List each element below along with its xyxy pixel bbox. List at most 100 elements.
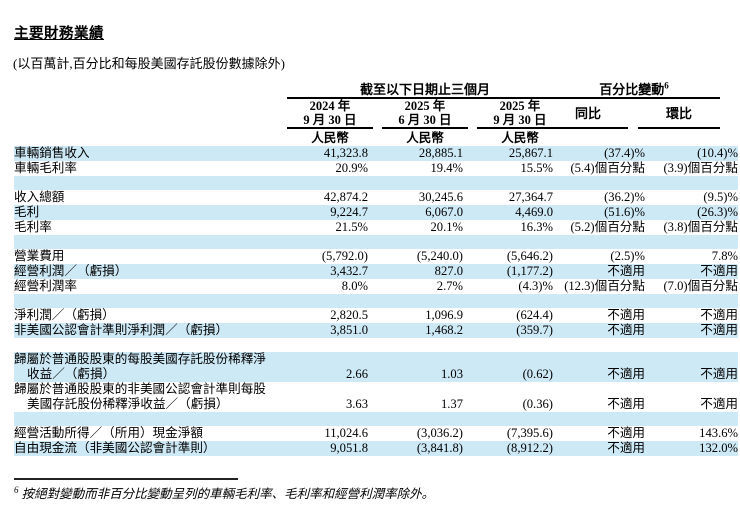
row-label-line1: 自由現金流（非美國公認會計準則）	[14, 441, 216, 455]
col2-currency-label: 人民幣	[406, 131, 444, 145]
row-label-line1: 歸屬於普通股股東的每股美國存託股份稀釋淨	[14, 352, 266, 366]
row-label: 毛利	[14, 205, 287, 220]
row-label-line1: 毛利率	[14, 220, 52, 234]
group1-underline	[287, 97, 563, 99]
value-qoq: (7.0)個百分點	[663, 279, 738, 293]
value-2024-09-30: 41,323.8	[323, 146, 368, 160]
value-2025-09-30: (7,395.6)	[506, 426, 553, 440]
col2-underline	[382, 127, 468, 129]
value-yoy: 不適用	[607, 397, 645, 411]
value-2025-06-30: (3,841.8)	[416, 441, 463, 455]
value-2024-09-30: 42,874.2	[323, 190, 368, 204]
row-label: 淨利潤／（虧損）	[14, 308, 287, 323]
value-2024-09-30: 8.0%	[341, 279, 368, 293]
value-2025-06-30: 1.37	[440, 397, 463, 411]
table-row: 非美國公認會計準則淨利潤／（虧損） 3,851.0 1,468.2 (359.7…	[14, 323, 738, 338]
value-2024-09-30: 3,432.7	[330, 264, 368, 278]
col4-underline	[548, 127, 628, 129]
value-yoy: (5.2)個百分點	[570, 220, 645, 234]
value-qoq: (9.5)%	[703, 190, 738, 204]
footnote-marker: 6	[14, 484, 19, 495]
value-qoq: 7.8%	[711, 249, 738, 263]
value-qoq: 不適用	[700, 323, 738, 337]
value-yoy: (2.5)%	[610, 249, 645, 263]
row-label-line1: 毛利	[14, 205, 40, 219]
value-2024-09-30: (5,792.0)	[321, 249, 368, 263]
value-2025-09-30: 4,469.0	[515, 205, 553, 219]
table-row: 歸屬於普通股股東的非美國公認會計準則每股 美國存託股份稀釋淨收益／（虧損） 3.…	[14, 382, 738, 412]
value-qoq: 不適用	[700, 308, 738, 322]
table-spacer-row	[14, 338, 738, 352]
value-2024-09-30: 3.63	[345, 397, 368, 411]
value-qoq: (10.4)%	[697, 146, 738, 160]
table-body: 車輛銷售收入 41,323.8 28,885.1 25,867.1 (37.4)…	[14, 146, 738, 456]
footnote-divider	[14, 478, 238, 480]
value-2025-09-30: (8,912.2)	[506, 441, 553, 455]
row-label-line1: 淨利潤／（虧損）	[14, 308, 115, 322]
column-header-2025-06-30: 2025 年 6 月 30 日	[382, 99, 468, 127]
table-spacer-row	[14, 412, 738, 426]
value-yoy: (36.2)%	[604, 190, 645, 204]
table-row: 經營活動所得／（所用）現金淨額 11,024.6 (3,036.2) (7,39…	[14, 426, 738, 441]
percent-change-label: 百分比變動	[599, 82, 665, 97]
value-2025-06-30: 20.1%	[430, 220, 463, 234]
table-row: 營業費用 (5,792.0) (5,240.0) (5,646.2) (2.5)…	[14, 249, 738, 264]
value-yoy: 不適用	[607, 323, 645, 337]
column-header-2025-09-30: 2025 年 9 月 30 日	[477, 99, 563, 127]
value-qoq: 不適用	[700, 264, 738, 278]
value-2024-09-30: 3,851.0	[330, 323, 368, 337]
row-label-line1: 營業費用	[14, 249, 65, 263]
row-label-line1: 經營利潤／（虧損）	[14, 264, 128, 278]
col1-year: 2024 年	[309, 99, 351, 113]
table-row: 收入總額 42,874.2 30,245.6 27,364.7 (36.2)% …	[14, 190, 738, 205]
row-label-line1: 經營活動所得／（所用）現金淨額	[14, 426, 203, 440]
value-2024-09-30: 11,024.6	[324, 426, 368, 440]
row-label: 車輛毛利率	[14, 161, 287, 176]
value-2025-06-30: 2.7%	[436, 279, 463, 293]
value-2025-09-30: (624.4)	[516, 308, 553, 322]
value-yoy: (37.4)%	[604, 146, 645, 160]
row-label-line1: 經營利潤率	[14, 279, 77, 293]
table-spacer-row	[14, 176, 738, 190]
value-yoy: 不適用	[607, 426, 645, 440]
value-yoy: 不適用	[607, 264, 645, 278]
col3-underline	[477, 127, 563, 129]
value-2025-09-30: 27,364.7	[508, 190, 553, 204]
value-2024-09-30: 21.5%	[335, 220, 368, 234]
value-2025-06-30: (5,240.0)	[416, 249, 463, 263]
table-row: 經營利潤率 8.0% 2.7% (4.3)% (12.3)個百分點 (7.0)個…	[14, 279, 738, 294]
value-2025-09-30: 16.3%	[520, 220, 553, 234]
value-qoq: 143.6%	[699, 426, 738, 440]
row-label: 營業費用	[14, 249, 287, 264]
footnote-ref-6: 6	[664, 80, 669, 91]
value-2025-09-30: 15.5%	[520, 161, 553, 175]
table-row: 自由現金流（非美國公認會計準則） 9,051.8 (3,841.8) (8,91…	[14, 441, 738, 456]
header-group-percent-change: 百分比變動6	[548, 80, 720, 97]
group2-underline	[548, 97, 720, 99]
row-label: 車輛銷售收入	[14, 146, 287, 161]
value-2025-06-30: 1,096.9	[425, 308, 463, 322]
col1-currency-label: 人民幣	[311, 131, 349, 145]
row-label-line1: 車輛銷售收入	[14, 146, 90, 160]
row-label: 歸屬於普通股股東的每股美國存託股份稀釋淨 收益／（虧損）	[14, 352, 287, 382]
value-2024-09-30: 9,224.7	[330, 205, 368, 219]
value-2025-09-30: 25,867.1	[508, 146, 553, 160]
page-title: 主要財務業績	[14, 26, 104, 42]
row-label-line1: 收入總額	[14, 190, 65, 204]
value-yoy: 不適用	[607, 367, 645, 381]
value-2025-09-30: (359.7)	[516, 323, 553, 337]
col1-date: 9 月 30 日	[303, 112, 357, 127]
value-2025-09-30: (4.3)%	[518, 279, 553, 293]
table-spacer-row	[14, 235, 738, 249]
row-label: 經營利潤率	[14, 279, 287, 294]
value-2025-06-30: 1.03	[440, 367, 463, 381]
column-header-2024-09-30: 2024 年 9 月 30 日	[287, 99, 373, 127]
table-row: 毛利率 21.5% 20.1% 16.3% (5.2)個百分點 (3.8)個百分…	[14, 220, 738, 235]
row-label-line1: 歸屬於普通股股東的非美國公認會計準則每股	[14, 382, 266, 396]
table-spacer-row	[14, 294, 738, 308]
row-label-line1: 車輛毛利率	[14, 161, 77, 175]
table-row: 車輛銷售收入 41,323.8 28,885.1 25,867.1 (37.4)…	[14, 146, 738, 161]
value-qoq: (26.3)%	[697, 205, 738, 219]
table-row: 經營利潤／（虧損） 3,432.7 827.0 (1,177.2) 不適用 不適…	[14, 264, 738, 279]
